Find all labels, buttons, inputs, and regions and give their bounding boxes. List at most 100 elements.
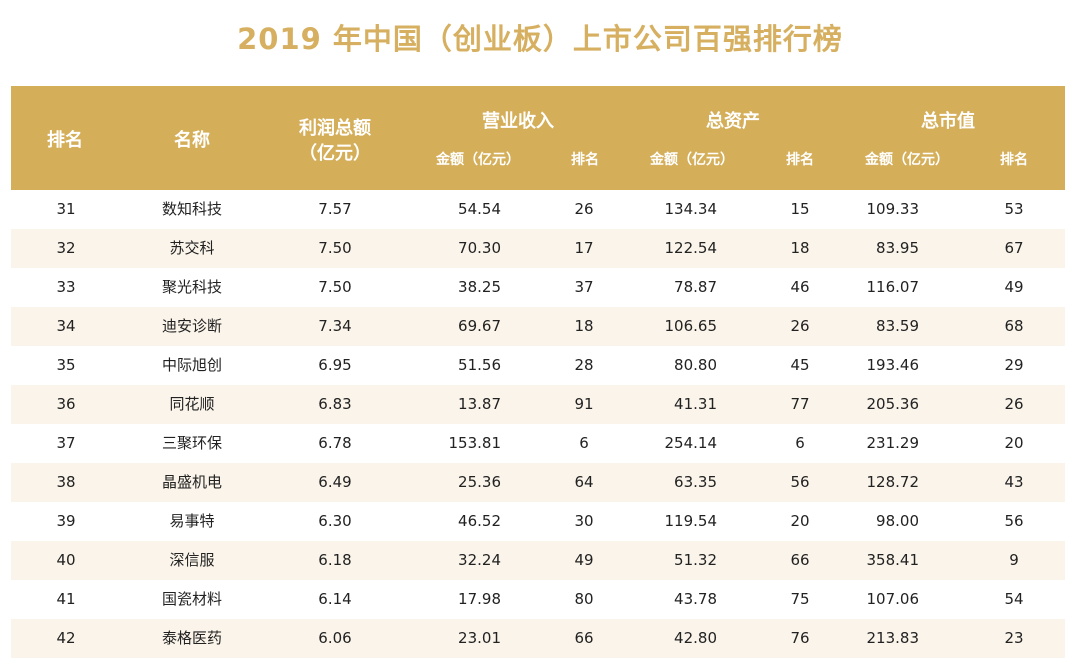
table-row: 31 数知科技 7.57 54.54 26 134.34 15 109.33 53 bbox=[11, 190, 1065, 229]
revenue-rank-cell: 49 bbox=[574, 551, 594, 569]
revenue-cell: 17.98 bbox=[458, 590, 501, 608]
market-cap-cell: 231.29 bbox=[866, 434, 920, 452]
market-cap-rank-cell: 54 bbox=[1004, 590, 1024, 608]
table-body: 31 数知科技 7.57 54.54 26 134.34 15 109.33 53 32 苏交科 7.… bbox=[11, 190, 1065, 658]
rank-cell: 38 bbox=[56, 473, 76, 491]
name-cell: 数知科技 bbox=[161, 200, 223, 218]
rank-cell: 34 bbox=[56, 317, 76, 335]
profit-cell: 6.95 bbox=[318, 356, 352, 374]
assets-rank-cell: 76 bbox=[790, 629, 810, 647]
assets-cell: 254.14 bbox=[664, 434, 718, 452]
assets-cell: 42.80 bbox=[674, 629, 717, 647]
revenue-cell: 38.25 bbox=[458, 278, 501, 296]
revenue-rank-cell: 37 bbox=[574, 278, 594, 296]
assets-cell: 78.87 bbox=[674, 278, 717, 296]
market-cap-cell: 107.06 bbox=[866, 590, 920, 608]
rank-cell: 42 bbox=[56, 629, 76, 647]
header-market-cap-amount: 金额（亿元） bbox=[865, 152, 949, 168]
profit-cell: 6.18 bbox=[318, 551, 352, 569]
assets-rank-cell: 18 bbox=[790, 239, 810, 257]
header-assets-rank: 排名 bbox=[786, 152, 814, 168]
market-cap-rank-cell: 53 bbox=[1004, 200, 1024, 218]
assets-rank-cell: 66 bbox=[790, 551, 810, 569]
market-cap-cell: 358.41 bbox=[866, 551, 920, 569]
market-cap-rank-cell: 67 bbox=[1004, 239, 1024, 257]
revenue-rank-cell: 30 bbox=[574, 512, 594, 530]
name-cell: 迪安诊断 bbox=[161, 317, 223, 335]
profit-cell: 7.50 bbox=[318, 278, 352, 296]
profit-cell: 7.50 bbox=[318, 239, 352, 257]
profit-cell: 6.83 bbox=[318, 395, 352, 413]
market-cap-rank-cell: 20 bbox=[1004, 434, 1024, 452]
market-cap-cell: 109.33 bbox=[866, 200, 920, 218]
revenue-cell: 13.87 bbox=[458, 395, 501, 413]
rank-cell: 37 bbox=[56, 434, 76, 452]
header-name: 名称 bbox=[174, 130, 210, 151]
revenue-cell: 54.54 bbox=[458, 200, 501, 218]
header-assets: 总资产 bbox=[706, 111, 760, 132]
table-row: 40 深信服 6.18 32.24 49 51.32 66 358.41 9 bbox=[11, 541, 1065, 580]
name-cell: 同花顺 bbox=[169, 395, 215, 413]
table-header: 排名 名称 利润总额 （亿元） 营业收入 总资产 总市值 金额（亿元） 排名 金… bbox=[11, 86, 1065, 190]
revenue-rank-cell: 18 bbox=[574, 317, 594, 335]
name-cell: 苏交科 bbox=[169, 239, 215, 257]
rank-cell: 33 bbox=[56, 278, 76, 296]
rank-cell: 36 bbox=[56, 395, 76, 413]
assets-cell: 134.34 bbox=[664, 200, 718, 218]
assets-cell: 119.54 bbox=[664, 512, 718, 530]
profit-cell: 6.30 bbox=[318, 512, 352, 530]
name-cell: 晶盛机电 bbox=[161, 473, 223, 491]
assets-cell: 63.35 bbox=[674, 473, 717, 491]
revenue-rank-cell: 91 bbox=[574, 395, 594, 413]
header-profit-unit: （亿元） bbox=[299, 143, 371, 164]
market-cap-rank-cell: 26 bbox=[1004, 395, 1024, 413]
revenue-rank-cell: 66 bbox=[574, 629, 594, 647]
name-cell: 深信服 bbox=[169, 551, 215, 569]
table-row: 36 同花顺 6.83 13.87 91 41.31 77 205.36 26 bbox=[11, 385, 1065, 424]
market-cap-rank-cell: 29 bbox=[1004, 356, 1024, 374]
rank-cell: 31 bbox=[56, 200, 76, 218]
market-cap-rank-cell: 49 bbox=[1004, 278, 1024, 296]
assets-cell: 51.32 bbox=[674, 551, 717, 569]
name-cell: 易事特 bbox=[169, 512, 215, 530]
revenue-rank-cell: 17 bbox=[574, 239, 594, 257]
header-revenue-rank: 排名 bbox=[571, 152, 599, 168]
profit-cell: 7.34 bbox=[318, 317, 352, 335]
market-cap-rank-cell: 43 bbox=[1004, 473, 1024, 491]
assets-cell: 41.31 bbox=[674, 395, 717, 413]
profit-cell: 6.14 bbox=[318, 590, 352, 608]
assets-cell: 43.78 bbox=[674, 590, 717, 608]
profit-cell: 7.57 bbox=[318, 200, 352, 218]
table-row: 35 中际旭创 6.95 51.56 28 80.80 45 193.46 29 bbox=[11, 346, 1065, 385]
assets-rank-cell: 15 bbox=[790, 200, 810, 218]
revenue-rank-cell: 80 bbox=[574, 590, 594, 608]
assets-rank-cell: 45 bbox=[790, 356, 810, 374]
market-cap-rank-cell: 23 bbox=[1004, 629, 1024, 647]
revenue-cell: 153.81 bbox=[448, 434, 502, 452]
assets-rank-cell: 77 bbox=[790, 395, 810, 413]
assets-rank-cell: 26 bbox=[790, 317, 810, 335]
revenue-rank-cell: 28 bbox=[574, 356, 594, 374]
market-cap-rank-cell: 9 bbox=[1009, 551, 1019, 569]
table-row: 37 三聚环保 6.78 153.81 6 254.14 6 231.29 20 bbox=[11, 424, 1065, 463]
name-cell: 国瓷材料 bbox=[161, 590, 223, 608]
name-cell: 聚光科技 bbox=[161, 278, 223, 296]
table-row: 41 国瓷材料 6.14 17.98 80 43.78 75 107.06 54 bbox=[11, 580, 1065, 619]
market-cap-cell: 213.83 bbox=[866, 629, 920, 647]
rank-cell: 41 bbox=[56, 590, 76, 608]
profit-cell: 6.06 bbox=[318, 629, 352, 647]
assets-cell: 122.54 bbox=[664, 239, 718, 257]
market-cap-cell: 205.36 bbox=[866, 395, 920, 413]
header-revenue-amount: 金额（亿元） bbox=[436, 152, 520, 168]
market-cap-cell: 193.46 bbox=[866, 356, 920, 374]
revenue-cell: 70.30 bbox=[458, 239, 501, 257]
revenue-cell: 23.01 bbox=[458, 629, 501, 647]
assets-rank-cell: 75 bbox=[790, 590, 810, 608]
market-cap-cell: 116.07 bbox=[866, 278, 920, 296]
rank-cell: 32 bbox=[56, 239, 76, 257]
market-cap-cell: 83.59 bbox=[876, 317, 919, 335]
assets-cell: 106.65 bbox=[664, 317, 718, 335]
name-cell: 泰格医药 bbox=[161, 629, 223, 647]
market-cap-rank-cell: 68 bbox=[1004, 317, 1024, 335]
rank-cell: 39 bbox=[56, 512, 76, 530]
